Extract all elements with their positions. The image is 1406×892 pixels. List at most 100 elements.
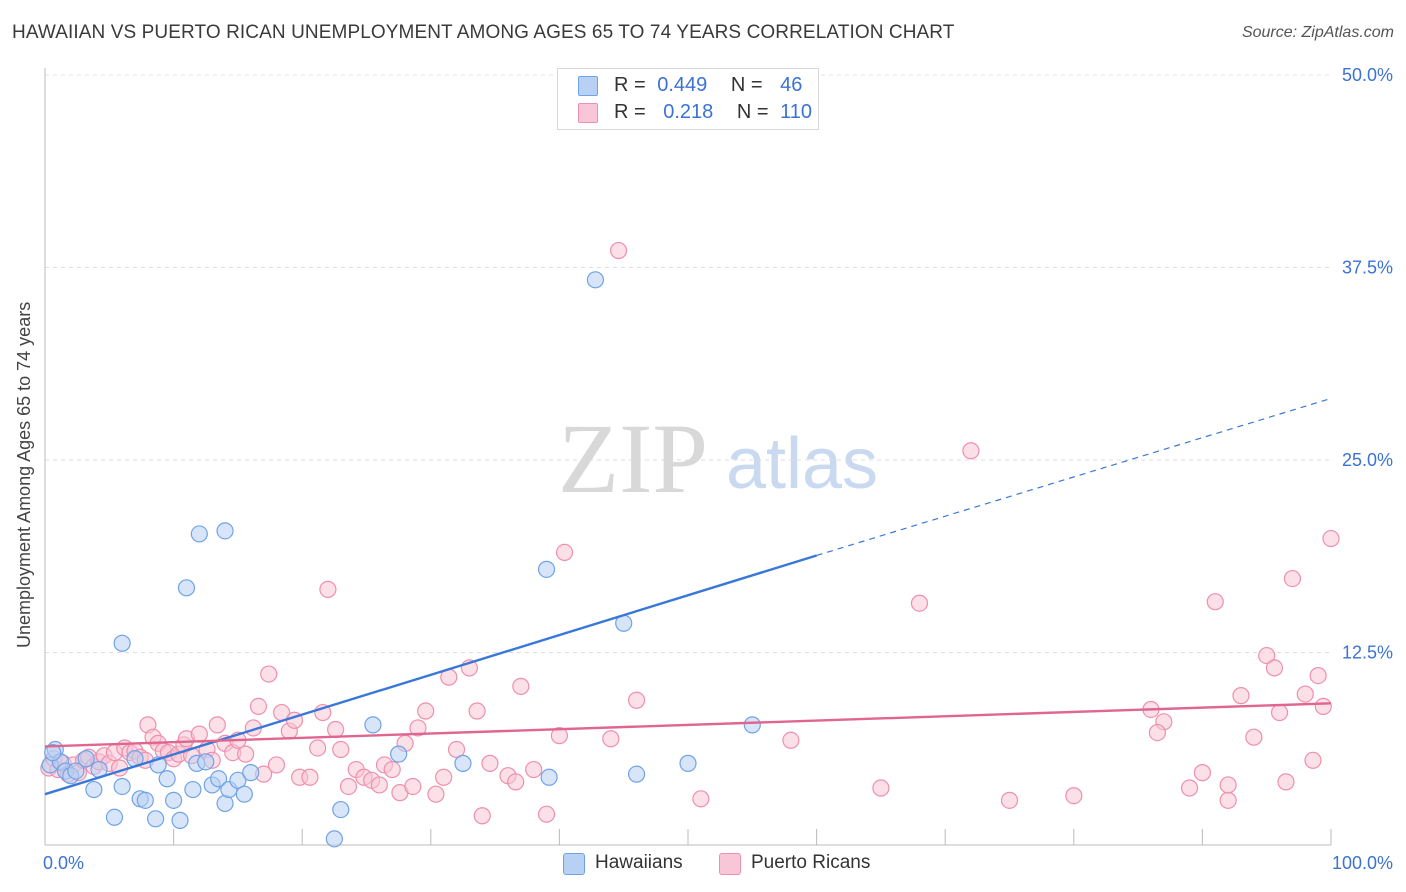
legend-label-puerto-ricans: Puerto Ricans (751, 852, 871, 873)
puerto-ricans-trend-line (44, 702, 1332, 748)
legend-label-hawaiians: Hawaiians (595, 852, 683, 873)
data-point (679, 754, 697, 772)
data-point (67, 762, 85, 780)
data-point (743, 716, 761, 734)
watermark: ZIP atlas (558, 403, 878, 514)
data-point (249, 697, 268, 716)
data-point (267, 756, 286, 774)
data-point (229, 771, 247, 789)
data-point (146, 810, 165, 828)
hawaiians-points (41, 271, 761, 848)
data-point (435, 768, 453, 786)
data-point (473, 807, 491, 825)
data-point (454, 754, 472, 772)
data-point (1283, 569, 1302, 588)
legend-n-label: N = (730, 74, 763, 96)
trend-lines (44, 397, 1332, 796)
data-point (1219, 791, 1237, 809)
data-point (1232, 687, 1250, 705)
data-point (1180, 779, 1199, 797)
data-point (177, 579, 196, 597)
source-label: Source: ZipAtlas.com (1241, 24, 1394, 41)
tick-labels: 12.5% 25.0% 37.5% 50.0% 0.0% 100.0% (43, 65, 1393, 873)
data-point (586, 271, 605, 289)
data-point (113, 777, 131, 796)
data-point (1270, 703, 1289, 722)
y-tick-label: 37.5% (1342, 258, 1393, 278)
data-point (1277, 773, 1295, 791)
data-point (332, 800, 350, 819)
data-point (627, 691, 646, 709)
legend-swatch-puerto-ricans (578, 103, 598, 123)
y-tick-label: 25.0% (1342, 450, 1393, 470)
data-point (872, 779, 890, 797)
hawaiians-trend-line (44, 554, 817, 796)
data-point (512, 677, 530, 695)
legend-r-label: R = (614, 74, 646, 96)
data-point (540, 768, 558, 786)
x-tick-label: 100.0% (1332, 853, 1393, 873)
data-point (165, 791, 183, 809)
data-point (390, 745, 408, 763)
data-point (602, 730, 620, 748)
data-point (1065, 787, 1083, 805)
data-point (507, 773, 525, 791)
data-point (113, 634, 131, 652)
data-point (1219, 776, 1237, 794)
data-point (1000, 791, 1019, 809)
data-point (190, 525, 208, 543)
data-point (427, 785, 445, 803)
data-point (404, 777, 422, 796)
legend-r-label: R = (614, 101, 646, 123)
data-point (910, 594, 929, 612)
legend-r-value: 0.218 (663, 101, 714, 123)
data-point (136, 791, 154, 809)
legend-swatch-hawaiians (578, 76, 598, 96)
legend-swatch-hawaiians (563, 853, 585, 875)
data-point (627, 765, 646, 783)
data-point (609, 241, 628, 260)
legend-n-value: 46 (780, 74, 803, 96)
data-point (383, 760, 401, 779)
data-point (1314, 697, 1332, 716)
watermark-atlas: atlas (726, 424, 878, 504)
data-point (105, 808, 124, 826)
data-point (77, 750, 95, 768)
data-point (260, 665, 278, 683)
data-point (216, 522, 234, 540)
data-point (319, 580, 337, 598)
data-point (692, 790, 710, 808)
y-tick-label: 50.0% (1342, 65, 1393, 85)
legend-swatch-puerto-ricans (719, 853, 741, 875)
data-point (301, 768, 319, 786)
data-point (1258, 646, 1276, 665)
correlation-legend: R = 0.449 N = 46 R = 0.218 N = 110 (557, 68, 819, 130)
legend-n-label: N = (736, 101, 769, 123)
data-point (962, 442, 980, 460)
hawaiians-trend-extension (816, 397, 1332, 557)
data-point (339, 777, 358, 796)
data-point (468, 702, 486, 720)
data-point (210, 770, 228, 788)
data-point (325, 830, 343, 848)
data-point (1309, 666, 1327, 685)
data-point (208, 716, 226, 734)
data-point (537, 560, 556, 578)
watermark-zip: ZIP (558, 403, 708, 514)
data-point (235, 785, 253, 803)
data-point (1245, 728, 1263, 746)
data-point (364, 716, 382, 734)
data-point (555, 543, 574, 562)
data-point (1265, 659, 1284, 677)
data-point (327, 720, 345, 739)
data-point (171, 811, 189, 829)
gridlines (45, 74, 1331, 653)
data-point (237, 745, 255, 763)
data-point (190, 725, 208, 743)
data-point (370, 776, 388, 794)
data-point (1296, 685, 1314, 703)
x-tick-label: 0.0% (43, 853, 84, 873)
data-point (417, 702, 435, 720)
data-point (525, 760, 543, 779)
